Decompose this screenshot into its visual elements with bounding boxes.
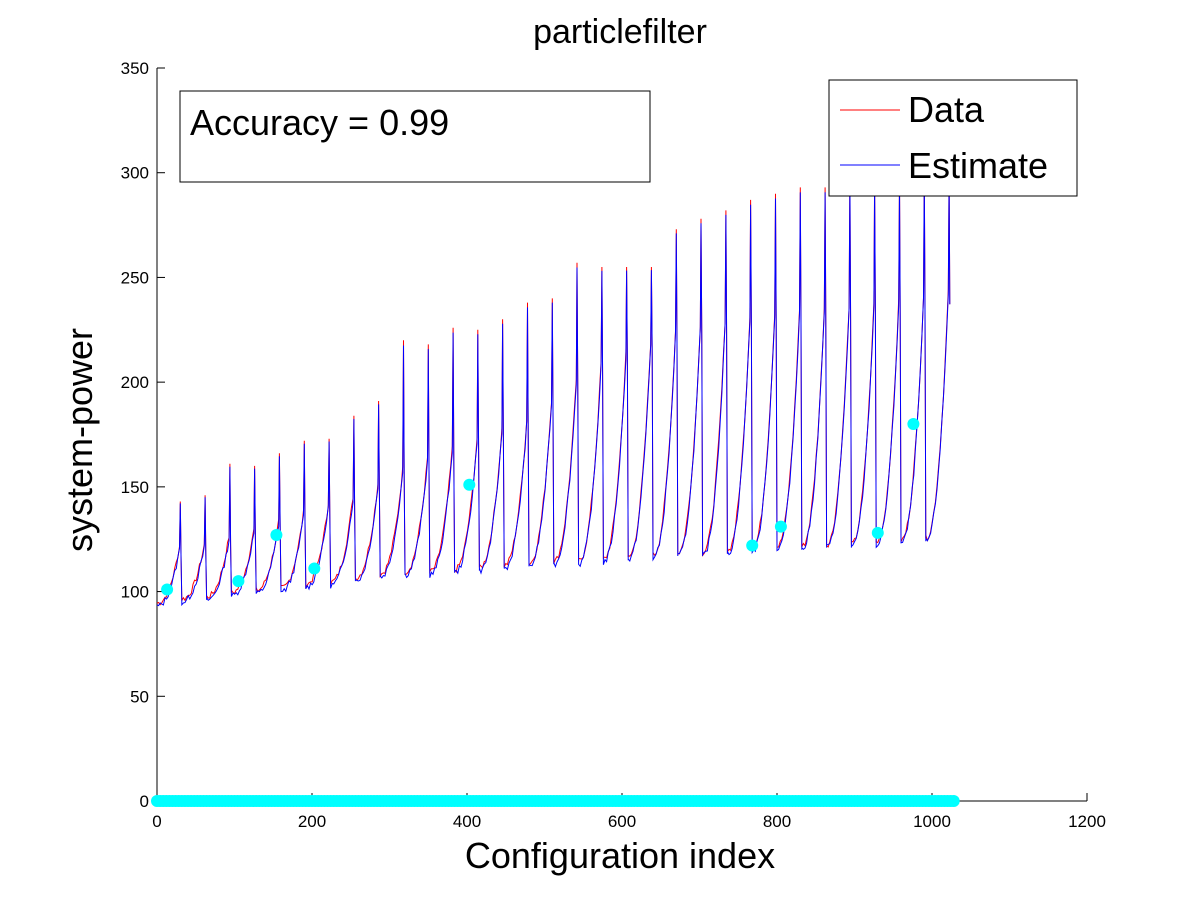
x-tick-label: 1200 — [1068, 812, 1106, 831]
highlight-marker — [463, 478, 476, 491]
x-tick-label: 600 — [608, 812, 636, 831]
y-tick-label: 200 — [121, 373, 149, 392]
x-axis-label: Configuration index — [465, 835, 775, 876]
y-axis-label: system-power — [59, 328, 100, 552]
highlight-marker — [907, 418, 920, 430]
legend: Data Estimate — [828, 79, 1078, 197]
y-tick-label: 100 — [121, 583, 149, 602]
annotation-text: Accuracy = 0.99 — [190, 102, 449, 143]
highlight-marker — [232, 575, 245, 588]
y-tick-label: 350 — [121, 59, 149, 78]
x-tick-label: 1000 — [913, 812, 951, 831]
highlight-marker — [746, 539, 759, 552]
highlight-marker — [774, 520, 787, 533]
baseline-marker — [947, 795, 960, 807]
x-tick-label: 800 — [763, 812, 791, 831]
series-layer — [156, 172, 951, 607]
estimate-series-line — [156, 177, 951, 607]
x-tick-label: 400 — [453, 812, 481, 831]
legend-box — [828, 79, 1078, 197]
x-tick-label: 200 — [298, 812, 326, 831]
legend-label-estimate: Estimate — [908, 145, 1048, 186]
y-tick-label: 250 — [121, 268, 149, 287]
highlight-marker — [871, 526, 884, 539]
y-tick-label: 0 — [140, 792, 149, 811]
marker-layer — [151, 418, 960, 807]
annotation-box — [179, 90, 651, 183]
highlight-marker — [308, 562, 321, 575]
y-tick-label: 150 — [121, 478, 149, 497]
chart-title: particlefilter — [533, 13, 707, 51]
x-tick-label: 0 — [152, 812, 161, 831]
accuracy-annotation: Accuracy = 0.99 — [179, 90, 651, 183]
legend-label-data: Data — [908, 89, 985, 130]
y-tick-label: 50 — [130, 687, 149, 706]
x-tick-group: 0 200 400 600 800 1000 1200 — [152, 793, 1106, 831]
y-tick-label: 300 — [121, 164, 149, 183]
highlight-marker — [161, 583, 174, 596]
highlight-marker — [270, 529, 283, 541]
